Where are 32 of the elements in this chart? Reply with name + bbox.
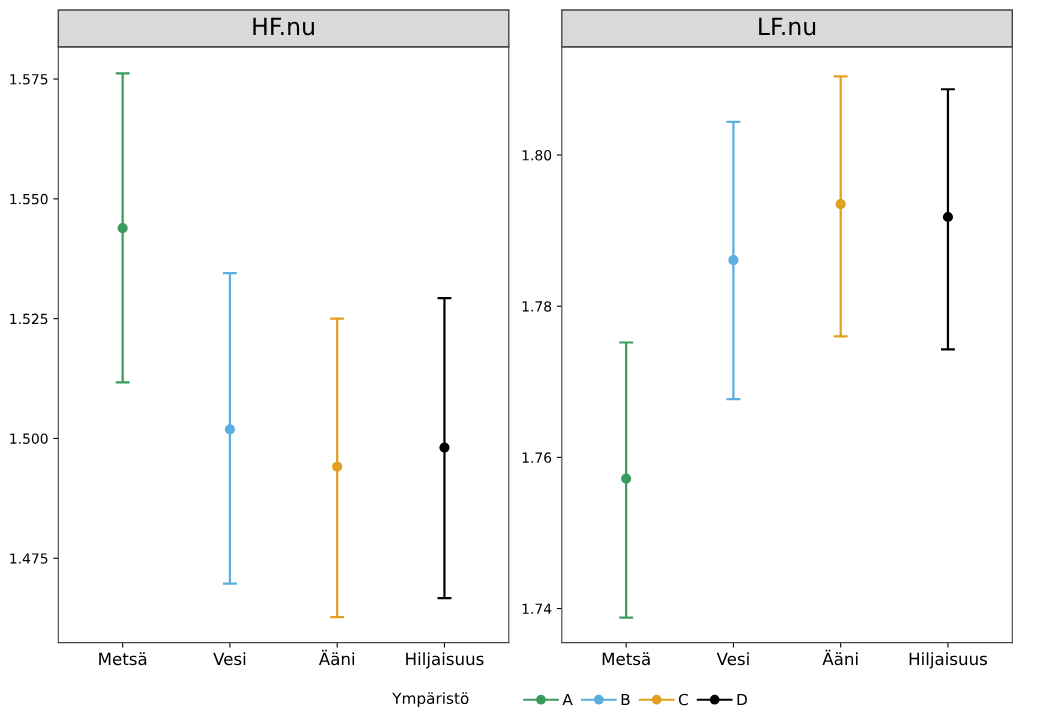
x-tick-label: Hiljaisuus [406, 652, 484, 669]
x-tick-label: Vesi [213, 652, 246, 666]
y-tick-label: 1.80 [522, 149, 552, 161]
y-tick-label: 1.525 [10, 313, 48, 325]
x-tick-label: Vesi [716, 652, 749, 666]
y-tick-label: 1.74 [522, 603, 552, 614]
y-tick-label: 1.575 [10, 74, 48, 85]
y-tick-label: 1.76 [522, 452, 552, 463]
legend-label: D [737, 693, 747, 706]
x-tick-label: Ääni [822, 649, 858, 666]
y-tick-label: 1.500 [10, 433, 48, 444]
y-tick-label: 1.78 [522, 301, 552, 312]
x-tick-label: Hiljaisuus [909, 652, 988, 669]
point [117, 222, 128, 234]
point [621, 473, 632, 484]
y-tick-label: 1.550 [10, 193, 48, 205]
x-tick-label: Metsä [99, 652, 147, 666]
point [835, 199, 846, 210]
legend-label: B [621, 693, 630, 706]
legend-label: A [562, 693, 573, 706]
legend-label: C [678, 693, 688, 706]
x-tick-label: Ääni [318, 649, 355, 666]
point [942, 211, 954, 223]
point [439, 442, 450, 453]
chart-title: HF.nu [253, 17, 314, 36]
point [224, 424, 236, 435]
point [332, 461, 343, 472]
legend-title: Ympäristö [392, 692, 469, 708]
chart-title: LF.nu [759, 17, 816, 36]
y-tick-label: 1.475 [10, 553, 48, 564]
point [728, 255, 739, 266]
x-tick-label: Metsä [602, 652, 650, 666]
